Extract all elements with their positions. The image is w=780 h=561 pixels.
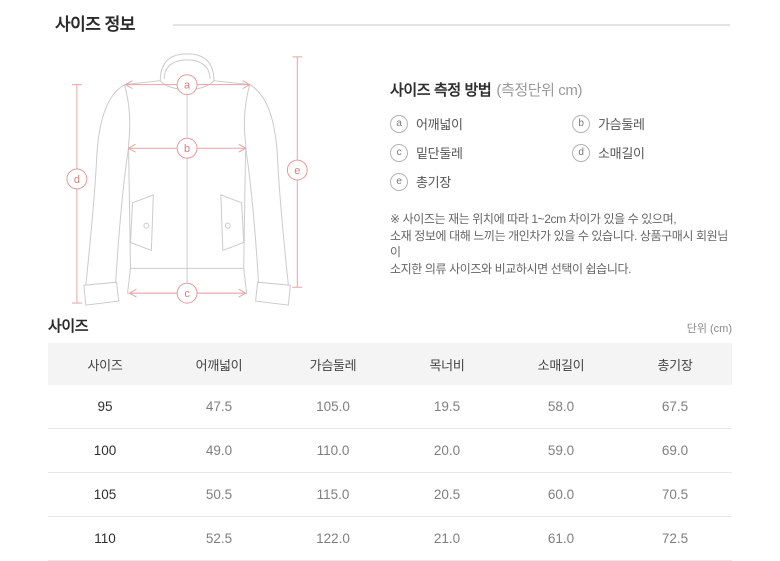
jacket-outline	[83, 53, 291, 306]
label-e: e	[294, 165, 300, 177]
label-d: d	[74, 174, 80, 186]
table-header-row: 사이즈 어깨넓이 가슴둘레 목너비 소매길이 총기장	[48, 343, 732, 385]
label-b: b	[184, 143, 190, 155]
measure-guide: 사이즈 측정 방법 (측정단위 cm) a 어깨넓이 b 가슴둘레 c 밑단둘레 …	[350, 37, 732, 313]
legend-key-d: d	[572, 143, 590, 162]
cell-sleeve: 60.0	[504, 472, 618, 517]
cell-neck: 21.0	[390, 516, 504, 561]
legend-item-b: b 가슴둘레	[572, 114, 732, 133]
measure-guide-title: 사이즈 측정 방법	[390, 82, 492, 99]
label-d-circle	[66, 168, 88, 190]
legend-label-e: 총기장	[416, 175, 451, 190]
cell-chest: 122.0	[276, 516, 390, 561]
size-table-body: 95 47.5 105.0 19.5 58.0 67.5 100 49.0 11…	[48, 385, 732, 561]
legend-item-d: d 소매길이	[572, 143, 732, 162]
legend-item-a: a 어깨넓이	[390, 114, 572, 133]
cell-sleeve: 58.0	[504, 385, 618, 429]
size-table-head: 사이즈 어깨넓이 가슴둘레 목너비 소매길이 총기장	[48, 343, 732, 385]
col-header-length: 총기장	[618, 343, 732, 385]
label-c-circle	[176, 282, 198, 304]
col-header-chest: 가슴둘레	[276, 343, 390, 385]
size-guide-content: a b c d e 사이즈 측정 방법 (측정단위 cm) a 어깨넓이 b	[0, 37, 780, 313]
label-a: a	[184, 80, 191, 92]
legend-label-b: 가슴둘레	[598, 117, 645, 132]
size-table: 사이즈 어깨넓이 가슴둘레 목너비 소매길이 총기장 95 47.5 105.0…	[48, 343, 732, 561]
col-header-neck: 목너비	[390, 343, 504, 385]
cell-shoulder: 49.0	[162, 428, 276, 473]
cell-length: 70.5	[618, 472, 732, 517]
legend-item-e: e 총기장	[390, 172, 572, 191]
jacket-measurement-diagram: a b c d e	[50, 37, 350, 313]
cell-size: 100	[48, 428, 162, 473]
cell-neck: 20.5	[390, 472, 504, 517]
label-e-circle	[286, 159, 308, 181]
cell-chest: 110.0	[276, 428, 390, 473]
legend-label-d: 소매길이	[598, 146, 645, 161]
header-divider	[172, 24, 730, 26]
legend-key-c: c	[390, 143, 408, 162]
cell-sleeve: 61.0	[504, 516, 618, 561]
section-header: 사이즈 정보	[0, 0, 780, 37]
cell-shoulder: 47.5	[162, 385, 276, 429]
col-header-shoulder: 어깨넓이	[162, 343, 276, 385]
measurement-lines	[71, 56, 303, 304]
table-row: 105 50.5 115.0 20.5 60.0 70.5	[48, 472, 732, 517]
cell-shoulder: 52.5	[162, 516, 276, 561]
size-notice: ※ 사이즈는 재는 위치에 따라 1~2cm 차이가 있을 수 있으며, 소재 …	[390, 212, 728, 276]
cell-neck: 19.5	[390, 385, 504, 429]
label-a-circle	[176, 74, 198, 96]
table-row: 110 52.5 122.0 21.0 61.0 72.5	[48, 516, 732, 561]
page-title: 사이즈 정보	[55, 15, 135, 34]
legend-label-a: 어깨넓이	[416, 117, 463, 132]
unit-label: 단위 (cm)	[686, 323, 732, 335]
col-header-size: 사이즈	[48, 343, 162, 385]
cell-size: 95	[48, 385, 162, 429]
legend-key-a: a	[390, 114, 408, 133]
cell-size: 105	[48, 472, 162, 517]
measurement-labels: a b c d e	[66, 74, 308, 304]
cell-length: 72.5	[618, 516, 732, 561]
measure-legend: a 어깨넓이 b 가슴둘레 c 밑단둘레 d 소매길이 e 총기장	[390, 114, 732, 191]
cell-chest: 105.0	[276, 385, 390, 429]
legend-key-e: e	[390, 172, 408, 191]
label-c: c	[184, 288, 190, 300]
table-row: 100 49.0 110.0 20.0 59.0 69.0	[48, 428, 732, 473]
cell-chest: 115.0	[276, 472, 390, 517]
legend-key-b: b	[572, 114, 590, 133]
cell-length: 69.0	[618, 428, 732, 473]
table-row: 95 47.5 105.0 19.5 58.0 67.5	[48, 385, 732, 429]
col-header-sleeve: 소매길이	[504, 343, 618, 385]
cell-shoulder: 50.5	[162, 472, 276, 517]
legend-item-c: c 밑단둘레	[390, 143, 572, 162]
cell-size: 110	[48, 516, 162, 561]
label-b-circle	[176, 137, 198, 159]
cell-length: 67.5	[618, 385, 732, 429]
jacket-diagram-svg: a b c d e	[66, 53, 308, 306]
measure-guide-heading: 사이즈 측정 방법 (측정단위 cm)	[390, 79, 732, 100]
size-table-title: 사이즈	[48, 318, 89, 335]
size-table-header: 사이즈 단위 (cm)	[0, 313, 780, 343]
cell-sleeve: 59.0	[504, 428, 618, 473]
measure-guide-unit-note: (측정단위 cm)	[496, 82, 583, 99]
cell-neck: 20.0	[390, 428, 504, 473]
legend-label-c: 밑단둘레	[416, 146, 463, 161]
